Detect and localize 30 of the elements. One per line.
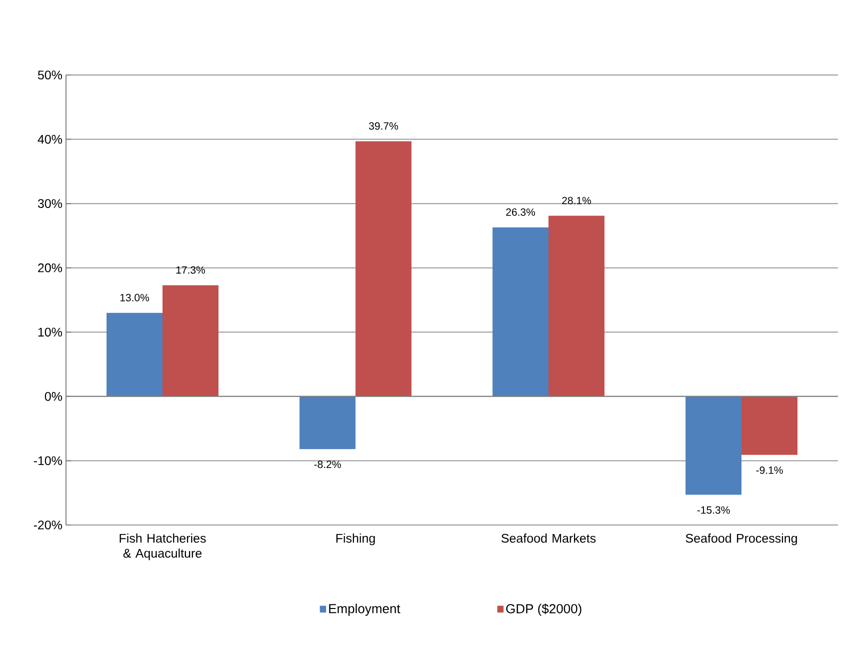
y-tick-label: 10% bbox=[38, 328, 62, 337]
y-tick-label: -20% bbox=[34, 520, 62, 530]
data-label: -15.3% bbox=[697, 506, 730, 514]
y-tick-label: 20% bbox=[38, 263, 62, 272]
y-tick-label: 0% bbox=[44, 392, 62, 401]
bar bbox=[548, 216, 604, 396]
bar bbox=[106, 312, 162, 396]
data-label: 17.3% bbox=[176, 266, 205, 274]
data-label: 39.7% bbox=[369, 122, 398, 130]
data-label: -8.2% bbox=[314, 460, 341, 468]
bar bbox=[742, 396, 798, 455]
data-label: 26.3% bbox=[506, 208, 536, 216]
bar bbox=[356, 141, 412, 396]
bar bbox=[300, 396, 356, 450]
x-tick-label: Fish Hatcheries & Aquaculture bbox=[120, 534, 206, 560]
legend-label: GDP ($2000) bbox=[506, 604, 582, 616]
y-tick-label: 40% bbox=[38, 134, 62, 144]
bar bbox=[686, 396, 742, 495]
y-tick-label: 50% bbox=[38, 70, 62, 80]
data-label: 13.0% bbox=[120, 294, 150, 302]
legend-label: Employment bbox=[329, 604, 400, 616]
x-tick-label: Seafood Processing bbox=[686, 534, 797, 546]
y-tick-label: 30% bbox=[38, 199, 62, 208]
x-tick-label: Fishing bbox=[336, 534, 375, 546]
data-label: -9.1% bbox=[756, 466, 783, 474]
y-tick-label: -10% bbox=[34, 456, 62, 466]
data-label: 28.1% bbox=[562, 196, 592, 204]
bar bbox=[162, 285, 218, 396]
bar bbox=[492, 227, 549, 396]
x-tick-label: Seafood Markets bbox=[501, 534, 596, 543]
